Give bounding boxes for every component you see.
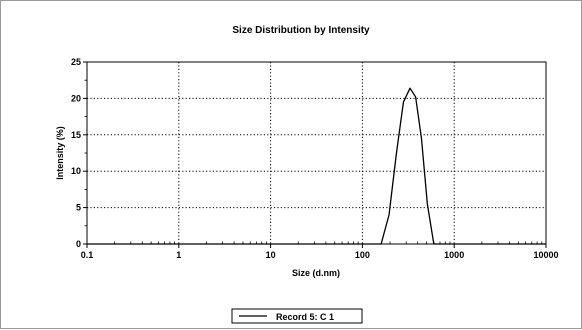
chart-title: Size Distribution by Intensity: [232, 25, 370, 36]
x-tick-label: 10: [266, 250, 276, 260]
axis-ticks: [83, 61, 547, 248]
x-axis-label: Size (d.nm): [292, 268, 340, 278]
tick-labels: 0.1 1 10 100 1000 10000 0 5 10 15 20 25: [71, 57, 559, 260]
series-line: [87, 87, 546, 245]
x-tick-label: 100: [355, 250, 370, 260]
y-tick-label: 15: [71, 130, 81, 140]
x-tick-label: 1: [176, 250, 181, 260]
y-tick-label: 10: [71, 166, 81, 176]
x-tick-label: 1000: [444, 250, 464, 260]
y-tick-label: 20: [71, 93, 81, 103]
y-axis-label: Intensity (%): [55, 126, 65, 180]
y-tick-label: 25: [71, 57, 81, 67]
x-tick-label: 0.1: [81, 250, 94, 260]
grid-lines: [87, 62, 546, 244]
x-tick-label: 10000: [533, 250, 558, 260]
plot-area-border: [86, 61, 547, 245]
y-tick-label: 0: [76, 239, 81, 249]
legend: Record 5: C 1: [231, 308, 363, 324]
y-tick-label: 5: [76, 203, 81, 213]
series-layer: [87, 87, 546, 245]
legend-box: [231, 308, 363, 324]
legend-entry: Record 5: C 1: [276, 312, 334, 322]
